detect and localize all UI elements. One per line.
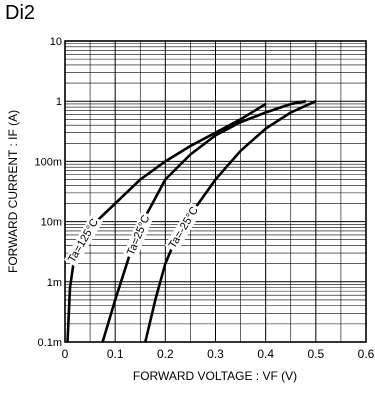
series-label-bg: [164, 202, 203, 253]
series-line-1: [101, 99, 307, 343]
y-tick-label: 10: [50, 36, 62, 48]
y-tick-label: 100m: [34, 156, 62, 168]
panel-title: Di2: [5, 2, 36, 24]
x-tick-label: 0.4: [257, 347, 274, 361]
y-tick-label: 10m: [41, 217, 62, 229]
series-label-0: Ta=125°C: [66, 217, 101, 265]
x-tick-label: 0.5: [307, 347, 324, 361]
series-label-1: Ta=25°C: [125, 213, 152, 257]
y-tick-label: 1: [56, 96, 62, 108]
series-label-group-0: Ta=125°C: [64, 214, 103, 268]
series-label-bg: [123, 211, 155, 260]
x-tick-label: 0.2: [157, 347, 174, 361]
x-axis-label: FORWARD VOLTAGE : VF (V): [132, 369, 298, 383]
series-label-group-1: Ta=25°C: [123, 211, 155, 260]
series-label-bg: [64, 214, 103, 268]
plot-frame: [64, 40, 367, 343]
x-tick-label: 0.3: [207, 347, 224, 361]
y-tick-label: 1m: [47, 277, 62, 289]
series-line-2: [144, 100, 317, 343]
y-tick-label: 0.1m: [38, 337, 62, 349]
x-tick-label: 0.1: [107, 347, 124, 361]
x-tick-label: 0: [62, 347, 69, 361]
x-tick-label: 0.6: [358, 347, 375, 361]
